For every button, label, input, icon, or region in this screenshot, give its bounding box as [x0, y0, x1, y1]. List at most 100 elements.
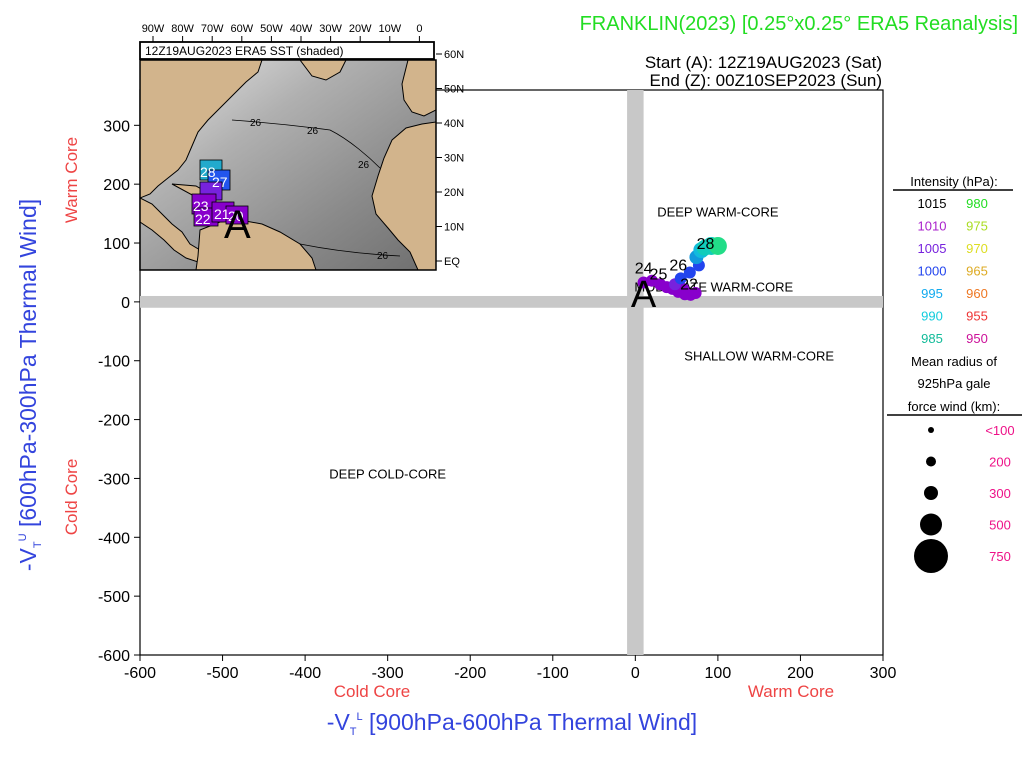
- x-tick-label: 300: [870, 665, 897, 682]
- y-core-top-label: Warm Core: [62, 137, 81, 223]
- track-time-label: 26: [669, 258, 687, 275]
- y-tick-label: 100: [103, 236, 130, 253]
- inset-lon-label: 20W: [349, 23, 372, 35]
- region-label: DEEP COLD-CORE: [329, 466, 446, 481]
- inset-sst-label: 26: [358, 160, 370, 171]
- legend-intensity-value: 995: [921, 286, 943, 301]
- inset-lon-label: 60W: [230, 23, 253, 35]
- track-time-label: 22: [680, 277, 698, 294]
- inset-sst-contour: [299, 243, 401, 257]
- inset-lat-label: 50N: [444, 84, 464, 96]
- y-axis-ticks: -600 -500 -400 -300 -200 -100 0 100 200 300: [98, 118, 140, 665]
- y-tick-label: 300: [103, 118, 130, 135]
- legend-intensity-value: 960: [966, 286, 988, 301]
- legend-intensity-value: 1000: [918, 264, 947, 279]
- y-tick-label: -300: [98, 471, 130, 488]
- inset-track-label: 23: [193, 198, 209, 214]
- y-axis-label-main: -V: [15, 547, 41, 571]
- inset-lon-label: 90W: [142, 23, 165, 35]
- track-point: [689, 287, 702, 300]
- x-axis-label-rest: [900hPa-600hPa Thermal Wind]: [363, 709, 698, 735]
- inset-lat-label: 10N: [444, 222, 464, 234]
- plot-frame: [139, 89, 884, 656]
- track-point: [708, 236, 727, 255]
- y-axis-label-sup: U: [17, 533, 29, 541]
- x-axis-label-sup: L: [357, 711, 363, 723]
- inset-land-africa: [371, 121, 436, 270]
- end-time: End (Z): 00Z10SEP2023 (Sun): [650, 71, 882, 90]
- x-axis-ticks: -600 -500 -400 -300 -200 -100 0 100 200 300: [124, 655, 896, 682]
- x-tick-label: -200: [454, 665, 486, 682]
- start-marker: A: [631, 274, 657, 316]
- radius-title-1: Mean radius of: [911, 354, 997, 369]
- inset-land-europe: [401, 60, 436, 117]
- radius-legend-label: 200: [989, 455, 1011, 470]
- inset-lon-label: 0: [416, 23, 422, 35]
- x-core-left-label: Cold Core: [334, 682, 411, 701]
- x-tick-label: -500: [207, 665, 239, 682]
- start-time: Start (A): 12Z19AUG2023 (Sat): [645, 53, 882, 72]
- legend-radius-rows: <100 200 300 500 750: [914, 423, 1015, 573]
- inset-sst-map: 12Z19AUG2023 ERA5 SST (shaded) 90W 80W 70W…: [139, 23, 464, 271]
- horizontal-zero-band: [140, 295, 883, 308]
- radius-legend-circle: [926, 456, 936, 467]
- legend-intensity-value: 975: [966, 219, 988, 234]
- inset-track-label: 22: [195, 211, 211, 227]
- radius-legend-label: 750: [989, 549, 1011, 564]
- legend-intensity-rows: 1015 980 1010 975 1005 970 1000 965 995 960 990 955…: [918, 196, 988, 346]
- radius-legend-circle: [924, 486, 938, 500]
- inset-start-marker: A: [224, 203, 251, 247]
- vertical-zero-band: [627, 90, 644, 655]
- radius-legend-label: 300: [989, 486, 1011, 501]
- inset-lat-label: 30N: [444, 153, 464, 165]
- legend-intensity-value: 980: [966, 196, 988, 211]
- inset-lat-label: 60N: [444, 49, 464, 61]
- x-tick-label: 200: [787, 665, 814, 682]
- radius-legend-label: 500: [989, 518, 1011, 533]
- y-tick-label: -400: [98, 530, 130, 547]
- inset-lon-label: 40W: [290, 23, 313, 35]
- legend-intensity-value: 1015: [918, 196, 947, 211]
- track-time-label: 28: [697, 236, 715, 253]
- inset-lon-label: 70W: [201, 23, 224, 35]
- radius-legend-label: <100: [985, 423, 1014, 438]
- track-time-label: 24: [635, 261, 653, 278]
- inset-lon-label: 10W: [378, 23, 401, 35]
- y-tick-label: 200: [103, 177, 130, 194]
- x-axis-label: -VTL [900hPa-600hPa Thermal Wind]: [327, 709, 697, 738]
- y-tick-label: -100: [98, 354, 130, 371]
- radius-legend-circle: [928, 427, 934, 433]
- legend-intensity-value: 970: [966, 241, 988, 256]
- inset-lat-label: 20N: [444, 187, 464, 199]
- inset-track-label: 21: [214, 206, 230, 222]
- y-axis-label-rest: [600hPa-300hPa Thermal Wind]: [15, 199, 41, 534]
- x-tick-label: 0: [631, 665, 640, 682]
- inset-lat-label: 40N: [444, 118, 464, 130]
- inset-sst-contour: [231, 119, 381, 169]
- y-axis-label: -VTU [600hPa-300hPa Thermal Wind]: [15, 199, 44, 571]
- inset-title: 12Z19AUG2023 ERA5 SST (shaded): [145, 44, 344, 58]
- inset-sst-label: 26: [377, 251, 389, 262]
- inset-sst-label: 26: [250, 118, 262, 129]
- y-core-bottom-label: Cold Core: [62, 459, 81, 536]
- inset-land-greenland: [299, 60, 347, 81]
- radius-title-2: 925hPa gale: [917, 376, 990, 391]
- inset-title-box: [139, 41, 435, 60]
- inset-lon-label: 50W: [260, 23, 283, 35]
- track-time-label: 25: [650, 267, 668, 284]
- y-tick-label: -200: [98, 413, 130, 430]
- legend-intensity-value: 1010: [918, 219, 947, 234]
- track-point: [683, 266, 696, 279]
- radius-title-3: force wind (km):: [908, 399, 1000, 414]
- inset-track-marker: [225, 205, 249, 225]
- inset-lat-ticks: 60N 50N 40N 30N 20N 10N EQ: [436, 49, 464, 268]
- x-axis-label-main: -V: [327, 709, 351, 735]
- inset-frame: [139, 59, 437, 271]
- x-tick-label: 100: [705, 665, 732, 682]
- x-tick-label: -600: [124, 665, 156, 682]
- legend-intensity-value: 950: [966, 331, 988, 346]
